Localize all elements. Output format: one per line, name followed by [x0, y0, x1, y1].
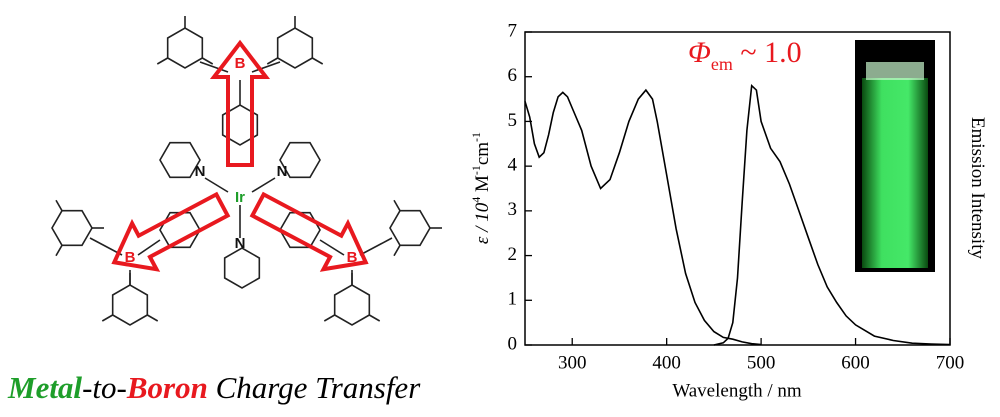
y-tick-label: 5	[508, 110, 518, 131]
y-tick-label: 7	[508, 20, 518, 41]
y-tick-label: 2	[508, 244, 518, 265]
bond	[368, 314, 381, 322]
annotation-value: ~ 1.0	[733, 36, 802, 69]
x-tick-label: 300	[558, 352, 587, 373]
y-title-part: cm	[472, 142, 493, 165]
bond	[89, 237, 123, 256]
ring	[111, 284, 149, 326]
atom-label: B	[347, 249, 358, 266]
bond	[323, 314, 336, 322]
y-title-part: -1	[469, 165, 483, 175]
y-axis-title: ε / 104 M-1cm-1	[469, 132, 493, 244]
cuvette-meniscus	[866, 62, 924, 80]
atom-label: N	[195, 163, 206, 180]
bond	[251, 61, 281, 73]
x-tick-label: 500	[747, 352, 776, 373]
bond	[146, 314, 159, 322]
spectrum-line	[713, 84, 951, 346]
molecule: B B B N N N Ir	[51, 16, 442, 326]
annotation-symbol: Φ	[688, 36, 711, 69]
caption: Metal-to-Boron Charge Transfer	[7, 370, 421, 405]
bond	[393, 244, 401, 257]
bond	[55, 244, 63, 257]
bond	[137, 239, 161, 256]
y-title-part: -1	[469, 132, 483, 142]
annotation: Φem ~ 1.0	[688, 36, 802, 74]
y-tick-label: 0	[508, 333, 518, 354]
ring	[166, 27, 204, 69]
y-title-part: 4	[469, 197, 483, 203]
ring	[389, 209, 431, 247]
caption-to: -to-	[82, 370, 127, 405]
ring	[223, 247, 261, 289]
bond	[319, 239, 345, 256]
cuvette-glow	[862, 78, 928, 268]
transfer-arrow	[111, 191, 231, 272]
caption-metal: Metal	[7, 370, 82, 405]
annotation-subscript: em	[711, 54, 733, 74]
bond	[359, 237, 393, 256]
bond	[55, 199, 63, 212]
ring	[333, 284, 371, 326]
bond	[199, 61, 229, 73]
atom-label: B	[235, 55, 246, 72]
transfer-arrow	[249, 191, 369, 272]
caption-rest: Charge Transfer	[208, 370, 421, 405]
bond	[101, 314, 114, 322]
x-tick-label: 600	[841, 352, 870, 373]
plot-frame	[524, 31, 951, 346]
bond	[311, 57, 324, 65]
bond	[204, 177, 229, 193]
atom-label: B	[125, 249, 136, 266]
bond	[251, 177, 276, 193]
ring	[276, 27, 314, 69]
chart: Φem ~ 1.0 ε / 104 M-1cm-1 Emission Inten…	[469, 20, 988, 401]
y-title-part: ε / 10	[472, 202, 493, 244]
atom-label: Ir	[235, 189, 245, 206]
y-tick-label: 3	[508, 199, 518, 220]
spectrum-line	[524, 88, 762, 346]
bond	[266, 57, 279, 65]
ring	[51, 209, 93, 247]
x-tick-label: 400	[652, 352, 681, 373]
atom-label: N	[277, 163, 288, 180]
ring	[221, 104, 259, 146]
y-tick-label: 4	[508, 155, 518, 176]
caption-boron: Boron	[126, 370, 208, 405]
y2-axis-title: Emission Intensity	[967, 117, 988, 259]
x-axis-title: Wavelength / nm	[672, 380, 802, 401]
bond	[201, 57, 214, 65]
bond	[156, 57, 169, 65]
transfer-arrow	[209, 39, 271, 167]
bond	[393, 199, 401, 212]
ring	[159, 211, 201, 249]
x-tick-label: 700	[936, 352, 965, 373]
ring	[159, 141, 201, 179]
y-tick-label: 1	[508, 289, 518, 310]
y-tick-label: 6	[508, 65, 518, 86]
atom-label: N	[235, 235, 246, 252]
y-title-part: M	[472, 175, 493, 197]
ring	[279, 141, 321, 179]
